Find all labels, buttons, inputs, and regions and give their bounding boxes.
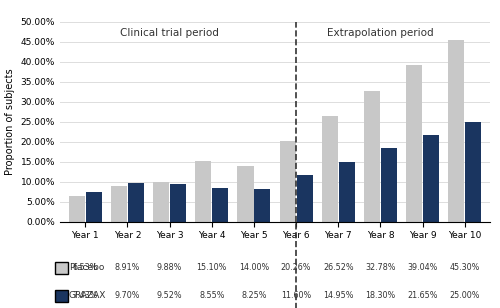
Text: 9.70%: 9.70% bbox=[114, 291, 140, 300]
Bar bbox=[296, 175, 312, 222]
Text: 18.30%: 18.30% bbox=[366, 291, 396, 300]
Text: 15.10%: 15.10% bbox=[196, 263, 227, 273]
Text: Extrapolation period: Extrapolation period bbox=[327, 28, 434, 38]
Bar bbox=[170, 184, 186, 222]
Text: 8.91%: 8.91% bbox=[115, 263, 140, 273]
Text: Placebo: Placebo bbox=[69, 263, 104, 273]
Y-axis label: Proportion of subjects: Proportion of subjects bbox=[5, 68, 15, 175]
Bar bbox=[381, 148, 397, 222]
Text: 25.00%: 25.00% bbox=[450, 291, 480, 300]
Text: 14.00%: 14.00% bbox=[239, 263, 269, 273]
Text: 26.52%: 26.52% bbox=[323, 263, 354, 273]
Text: 8.25%: 8.25% bbox=[241, 291, 266, 300]
Bar bbox=[364, 91, 380, 222]
Bar bbox=[128, 183, 144, 222]
Bar bbox=[423, 135, 439, 222]
Bar bbox=[465, 122, 481, 222]
Bar bbox=[69, 196, 85, 222]
Bar bbox=[322, 116, 338, 222]
Bar bbox=[238, 166, 254, 222]
Text: Clinical trial period: Clinical trial period bbox=[120, 28, 219, 38]
Text: GRAZAX: GRAZAX bbox=[69, 291, 106, 300]
Bar bbox=[338, 162, 354, 222]
Bar bbox=[406, 65, 422, 222]
Text: 7.43%: 7.43% bbox=[72, 291, 98, 300]
Bar bbox=[254, 189, 270, 222]
Text: 8.55%: 8.55% bbox=[199, 291, 224, 300]
Text: 21.65%: 21.65% bbox=[408, 291, 438, 300]
Text: 39.04%: 39.04% bbox=[408, 263, 438, 273]
Bar bbox=[212, 188, 228, 222]
Bar bbox=[280, 141, 295, 222]
Bar bbox=[86, 192, 102, 222]
Text: 9.52%: 9.52% bbox=[157, 291, 182, 300]
Bar bbox=[196, 161, 212, 222]
Text: 20.26%: 20.26% bbox=[281, 263, 312, 273]
Text: 9.88%: 9.88% bbox=[157, 263, 182, 273]
Bar bbox=[111, 186, 127, 222]
Text: 45.30%: 45.30% bbox=[450, 263, 480, 273]
Bar bbox=[153, 182, 169, 222]
Text: 32.78%: 32.78% bbox=[365, 263, 396, 273]
Text: 14.95%: 14.95% bbox=[323, 291, 354, 300]
Text: 11.60%: 11.60% bbox=[281, 291, 311, 300]
Text: 6.53%: 6.53% bbox=[72, 263, 98, 273]
Bar bbox=[448, 40, 464, 222]
